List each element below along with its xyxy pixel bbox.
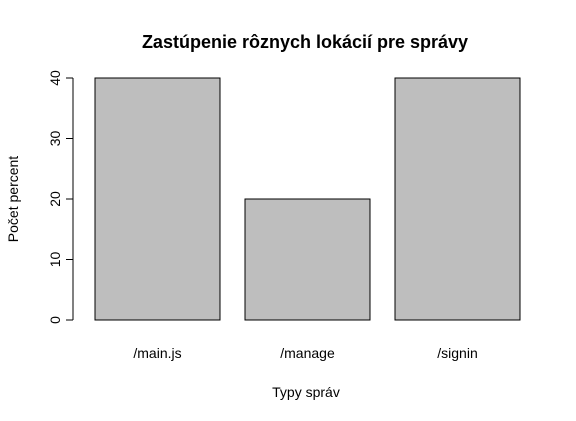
- x-category-labels: /main.js/manage/signin: [133, 345, 477, 361]
- bars: [94, 77, 521, 321]
- y-axis-label: Počet percent: [5, 156, 21, 242]
- chart-title: Zastúpenie rôznych lokácií pre správy: [142, 32, 468, 52]
- y-tick-label: 10: [47, 252, 63, 268]
- y-tick-label: 30: [47, 131, 63, 147]
- y-tick-label: 40: [47, 70, 63, 86]
- x-category-label: /manage: [280, 345, 335, 361]
- bar-manage: [244, 198, 371, 321]
- x-category-label: /main.js: [133, 345, 181, 361]
- bar-signin: [394, 77, 521, 321]
- x-axis-label: Typy správ: [272, 384, 340, 400]
- bar-main-js: [94, 77, 221, 321]
- x-category-label: /signin: [437, 345, 477, 361]
- y-tick-label: 0: [47, 316, 63, 324]
- y-tick-label: 20: [47, 191, 63, 207]
- y-ticks: 0 10 20 30 40: [47, 70, 73, 324]
